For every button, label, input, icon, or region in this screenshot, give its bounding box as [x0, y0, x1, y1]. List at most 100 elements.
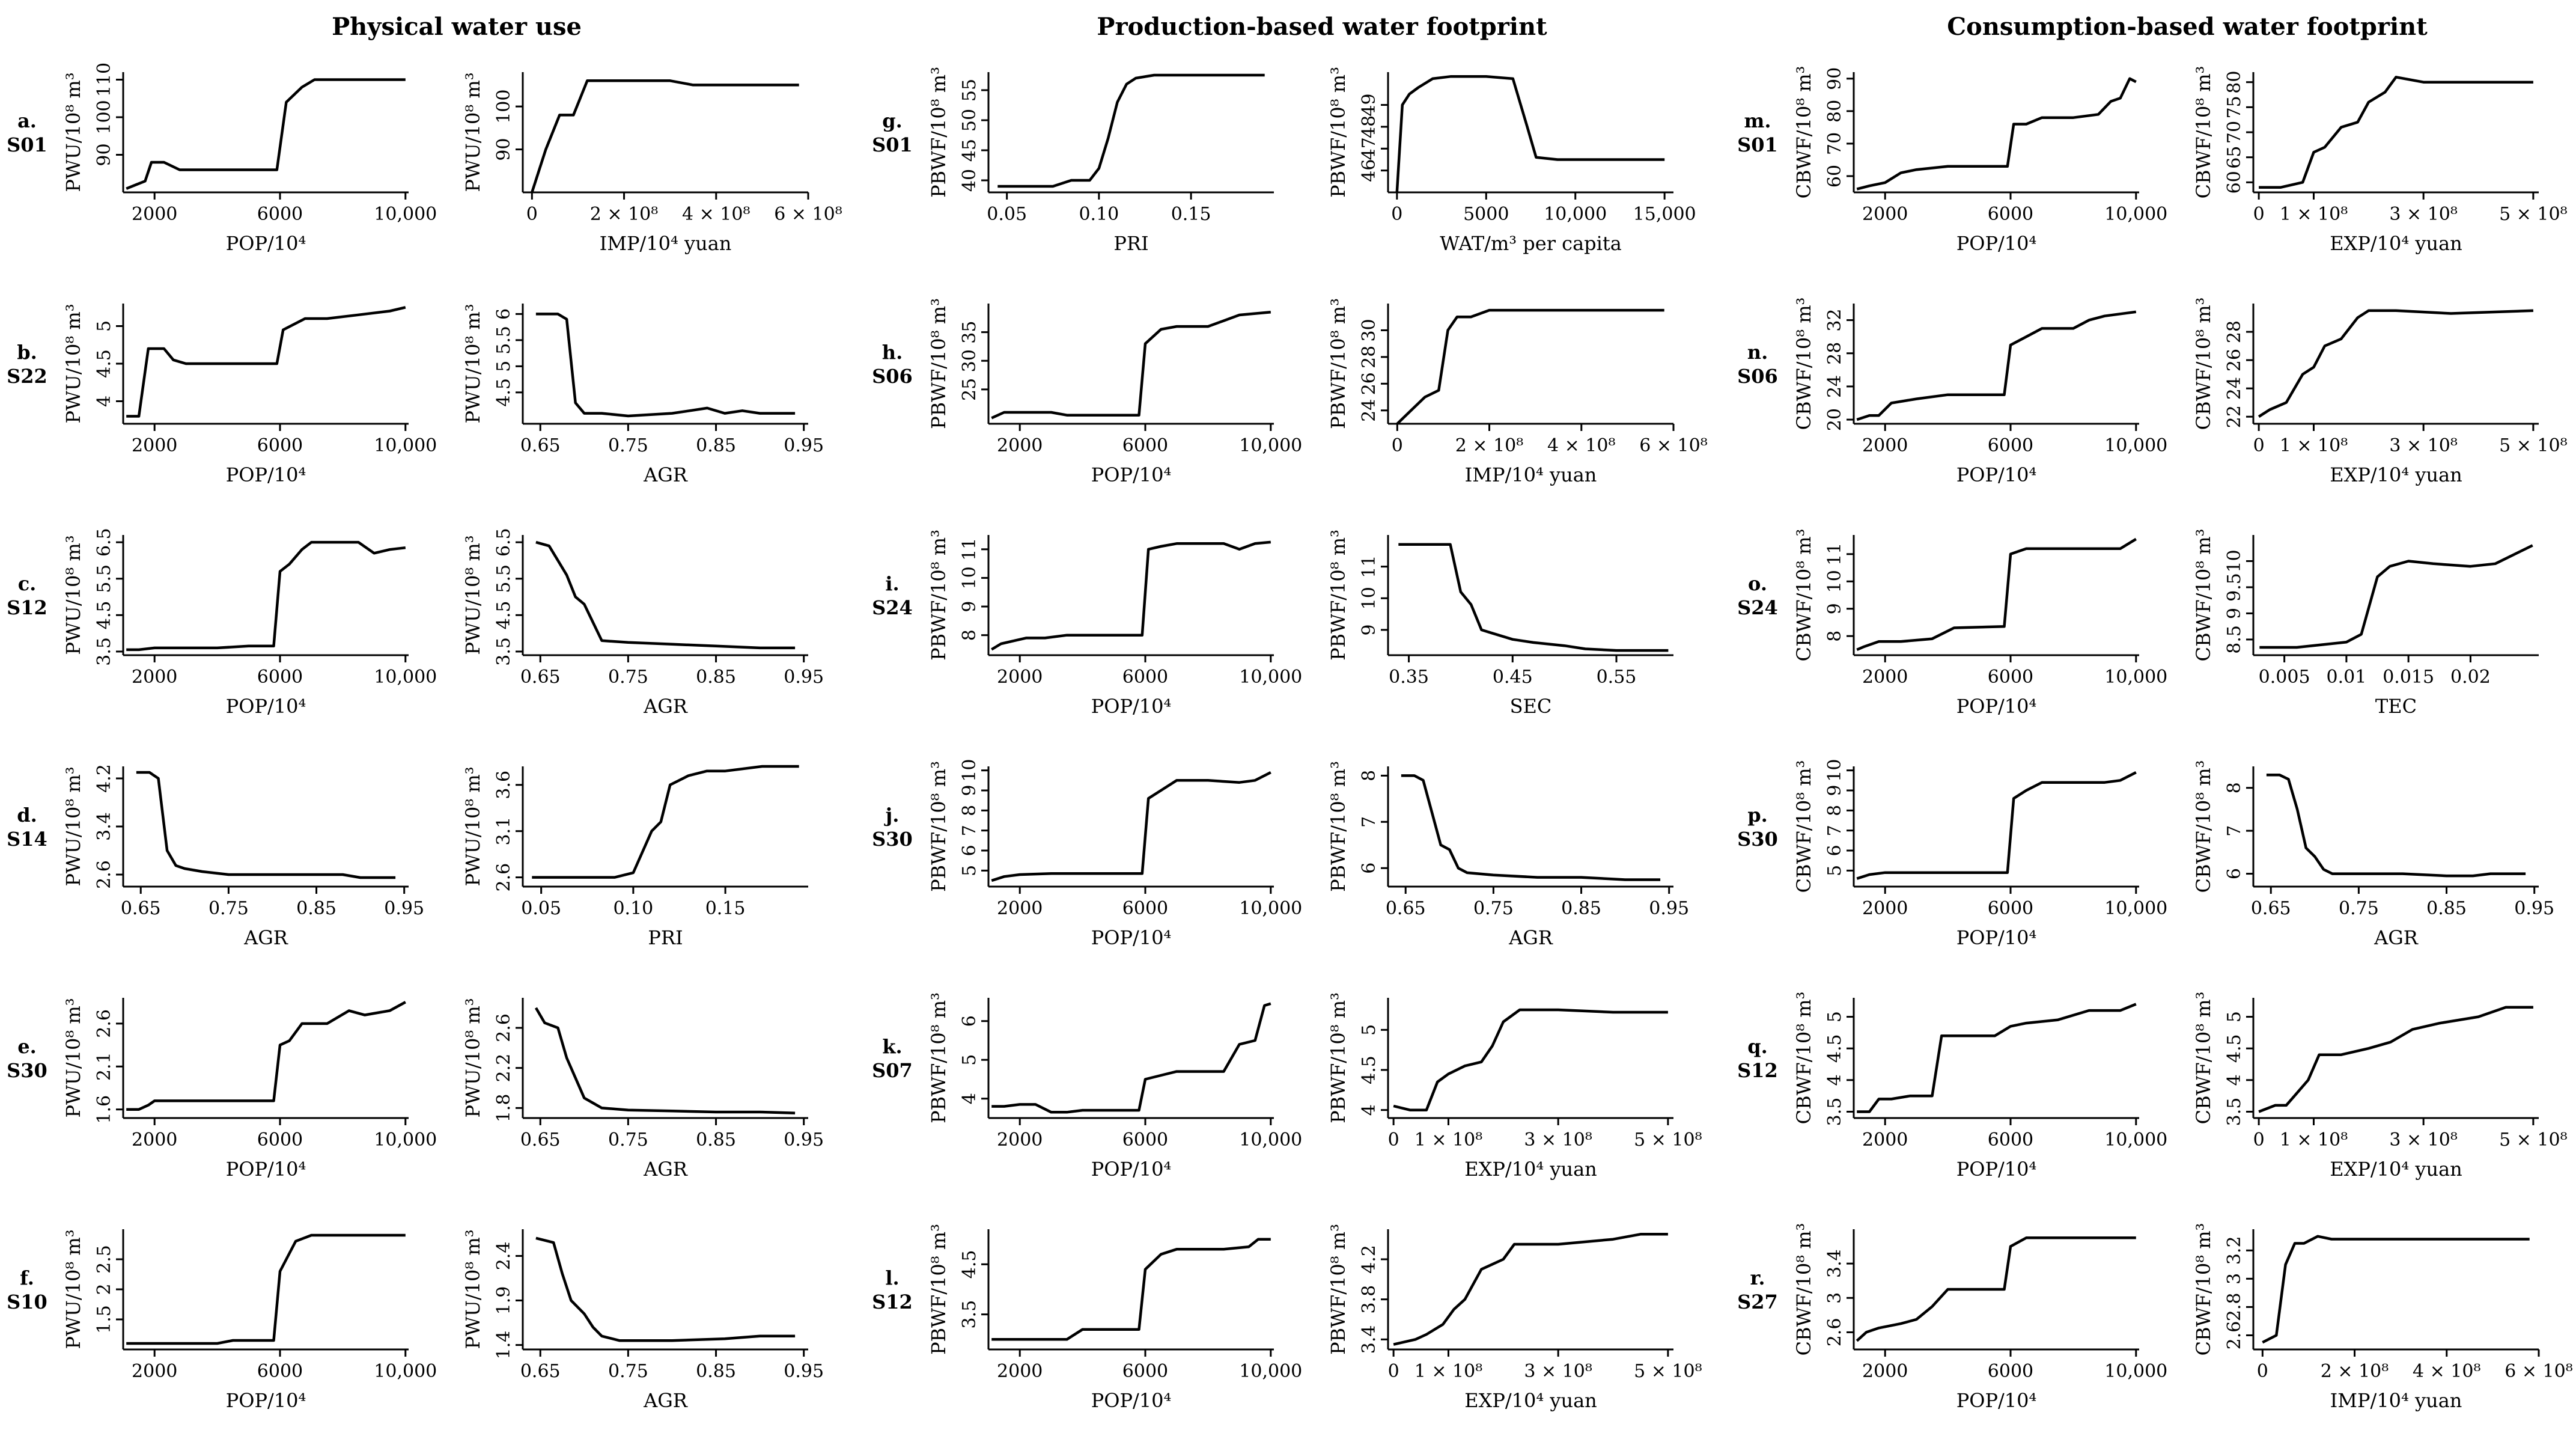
- dependence-curve: [1395, 75, 1665, 193]
- dependence-curve: [1856, 1236, 2136, 1342]
- y-axis-label: PWU/10⁸ m³: [461, 72, 484, 192]
- section-title-consumption-based: Consumption-based water footprint: [1947, 13, 2428, 41]
- x-tick-label: 0.95: [384, 898, 424, 919]
- y-axis-label: PBWF/10⁸ m³: [927, 530, 950, 661]
- y-tick-label: 4.5: [1824, 1034, 1845, 1063]
- x-tick-label: 6000: [1988, 898, 2033, 919]
- y-tick-label: 5: [94, 320, 115, 332]
- panel-letter: j.: [884, 804, 900, 826]
- x-tick-label: 0.75: [608, 1361, 648, 1382]
- panel-letter: i.: [885, 572, 899, 595]
- x-tick-label: 6000: [257, 435, 303, 456]
- x-axis-label: AGR: [643, 1389, 688, 1412]
- y-tick-label: 80: [2224, 71, 2245, 94]
- panel-33: 2000 6000 10,000 3.5 4.5 PBWF/10⁸ m³ POP/10⁴ l.…: [872, 1224, 1302, 1412]
- y-tick-label: 10: [1359, 587, 1380, 610]
- x-tick-label: 3 × 10⁸: [1524, 1129, 1592, 1150]
- y-tick-label: 9: [1824, 784, 1845, 796]
- x-tick-label: 0.85: [2426, 898, 2467, 919]
- panel-16: 0.35 0.45 0.55 9 10 11 PBWF/10⁸ m³ SEC: [1327, 530, 1673, 718]
- y-tick-label: 48: [1359, 115, 1380, 138]
- y-tick-label: 4.2: [94, 764, 115, 793]
- y-tick-label: 90: [493, 138, 514, 160]
- y-tick-label: 7: [1359, 816, 1380, 828]
- panel-5: 2000 6000 10,000 60 70 80 90 CBWF/10⁸ m³ POP/10⁴…: [1737, 66, 2167, 255]
- x-axis-label: EXP/10⁴ yuan: [2330, 1158, 2462, 1181]
- panel-23: 2000 6000 10,000 5 6 7 8 9 10 CBWF/10⁸ m³ POP/10⁴ p…: [1737, 759, 2167, 949]
- x-tick-label: 0.75: [608, 1129, 648, 1150]
- x-tick-label: 6000: [1988, 435, 2033, 456]
- x-tick-label: 0.65: [121, 898, 161, 919]
- x-tick-label: 0.65: [520, 667, 561, 688]
- panel-letter: f.: [20, 1266, 34, 1289]
- panel-sector: S24: [1737, 596, 1778, 619]
- x-tick-label: 2000: [997, 435, 1043, 456]
- panel-32: 0.65 0.75 0.85 0.95 1.4 1.9 2.4 PWU/10⁸ m³ AGR: [461, 1229, 824, 1412]
- panel-24: 0.65 0.75 0.85 0.95 6 7 8 CBWF/10⁸ m³ AGR: [2192, 760, 2554, 949]
- dependence-curve: [126, 1001, 406, 1111]
- x-tick-label: 0.85: [696, 1129, 736, 1150]
- x-tick-label: 0.05: [521, 898, 561, 919]
- y-tick-label: 50: [959, 109, 980, 132]
- y-tick-label: 70: [2224, 121, 2245, 144]
- x-tick-label: 2000: [1862, 898, 1908, 919]
- x-tick-label: 10,000: [2104, 435, 2167, 456]
- y-tick-label: 4: [94, 396, 115, 407]
- y-axis-label: CBWF/10⁸ m³: [2192, 1223, 2215, 1356]
- y-tick-label: 2.6: [1824, 1318, 1845, 1347]
- panel-sector: S27: [1737, 1291, 1778, 1313]
- dependence-curve: [991, 1002, 1271, 1114]
- x-tick-label: 10,000: [2104, 204, 2167, 225]
- x-axis-label: POP/10⁴: [226, 695, 306, 718]
- panel-21: 2000 6000 10,000 5 6 7 8 9 10 PBWF/10⁸ m³ POP/10⁴ j…: [872, 759, 1302, 949]
- y-tick-label: 6: [959, 1015, 980, 1027]
- x-axis-label: EXP/10⁴ yuan: [2330, 463, 2462, 486]
- x-axis-label: POP/10⁴: [226, 1389, 306, 1412]
- x-tick-label: 1 × 10⁸: [2280, 435, 2348, 456]
- panel-letter: r.: [1750, 1266, 1765, 1289]
- dependence-curve: [535, 1236, 796, 1342]
- x-tick-label: 1 × 10⁸: [2280, 1129, 2348, 1150]
- y-tick-label: 60: [2224, 171, 2245, 194]
- panel-28: 0 1 × 10⁸ 3 × 10⁸ 5 × 10⁸ 4 4.5 5 PBWF/10⁸ m³ EX…: [1327, 992, 1702, 1181]
- panel-35: 2000 6000 10,000 2.6 3 3.4 CBWF/10⁸ m³ POP/10⁴ r…: [1737, 1223, 2167, 1412]
- y-tick-label: 8: [2224, 782, 2245, 793]
- panel-sector: S24: [872, 596, 913, 619]
- y-tick-label: 4.5: [1359, 1056, 1380, 1084]
- panel-sector: S22: [7, 365, 47, 388]
- x-tick-label: 3 × 10⁸: [1524, 1361, 1592, 1382]
- x-tick-label: 0: [1388, 1361, 1399, 1382]
- x-tick-label: 10,000: [1239, 667, 1302, 688]
- y-tick-label: 3.5: [493, 637, 514, 666]
- x-axis-label: POP/10⁴: [1956, 463, 2037, 486]
- x-axis-label: AGR: [1508, 926, 1553, 949]
- panel-letter: c.: [18, 572, 37, 595]
- x-tick-label: 2000: [132, 204, 177, 225]
- y-axis-label: PWU/10⁸ m³: [461, 766, 484, 886]
- x-axis-label: WAT/m³ per capita: [1440, 232, 1622, 255]
- y-axis-label: PWU/10⁸ m³: [62, 766, 85, 886]
- x-tick-label: 2000: [132, 1129, 177, 1150]
- y-tick-label: 11: [1359, 555, 1380, 578]
- x-tick-label: 2000: [1862, 1129, 1908, 1150]
- y-tick-label: 10: [2224, 549, 2245, 572]
- panel-sector: S06: [1737, 365, 1778, 388]
- y-tick-label: 4.2: [1359, 1245, 1380, 1274]
- y-tick-label: 5: [1824, 1011, 1845, 1022]
- dependence-curve: [1856, 537, 2137, 651]
- panel-25: 2000 6000 10,000 1.6 2.1 2.6 PWU/10⁸ m³ POP/10⁴…: [7, 998, 437, 1181]
- y-tick-label: 49: [1359, 93, 1380, 116]
- x-axis-label: IMP/10⁴ yuan: [2330, 1389, 2462, 1412]
- y-axis-label: CBWF/10⁸ m³: [1792, 992, 1815, 1125]
- panel-letter: l.: [885, 1266, 899, 1289]
- x-tick-label: 10,000: [1544, 204, 1607, 225]
- dependence-curve: [1856, 771, 2137, 880]
- y-tick-label: 2.2: [493, 1054, 514, 1083]
- x-tick-label: 2 × 10⁸: [2321, 1361, 2389, 1382]
- dependence-curve: [2258, 1006, 2533, 1113]
- panel-12: 0 1 × 10⁸ 3 × 10⁸ 5 × 10⁸ 22 24 26 28 CBWF/10⁸ m…: [2192, 298, 2568, 486]
- y-tick-label: 8: [959, 805, 980, 816]
- x-tick-label: 6 × 10⁸: [774, 204, 842, 225]
- panel-sector: S10: [7, 1291, 47, 1313]
